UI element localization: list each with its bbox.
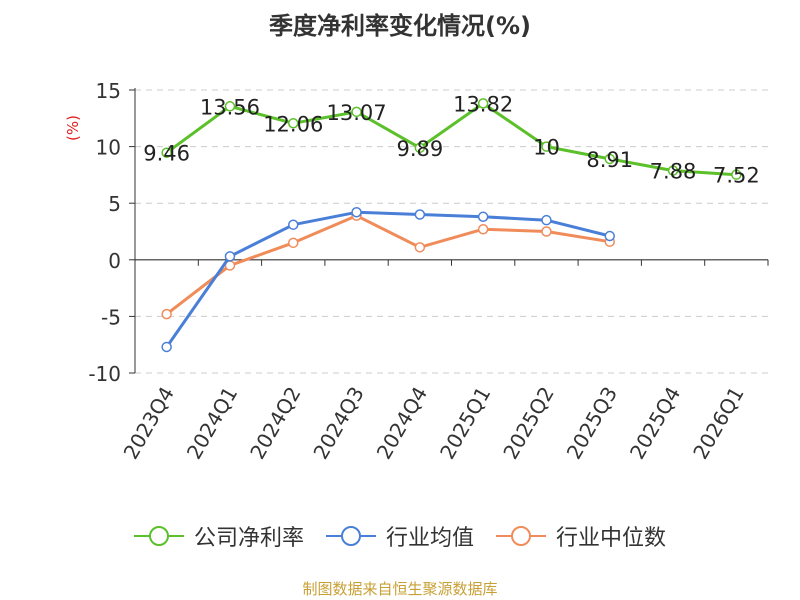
legend-item-industry-mean[interactable]: 行业均值 (325, 520, 474, 552)
x-tick-label: 2025Q2 (498, 383, 558, 464)
series-line-0 (165, 101, 737, 177)
x-tick-label: 2024Q4 (372, 383, 432, 464)
data-point (477, 98, 489, 109)
legend-item-company[interactable]: 公司净利率 (133, 520, 304, 552)
data-point (541, 141, 552, 152)
data-point (224, 251, 236, 262)
y-tick-label: 10 (96, 136, 121, 160)
legend-marker-industry-median (496, 526, 546, 546)
legend-item-industry-median[interactable]: 行业中位数 (496, 520, 666, 552)
x-tick-label: 2026Q1 (688, 383, 748, 464)
data-point (161, 147, 172, 158)
data-point (477, 223, 489, 235)
series-line-1 (165, 210, 611, 348)
data-label: 7.88 (650, 160, 697, 184)
data-point (351, 207, 362, 218)
y-axis-label: (%) (64, 115, 82, 141)
data-point (351, 106, 362, 118)
data-label: 10 (533, 136, 560, 160)
legend-label-company: 公司净利率 (193, 526, 304, 551)
data-point (161, 308, 172, 320)
data-label: 13.56 (200, 95, 260, 119)
legend-label-industry-mean: 行业均值 (385, 526, 474, 551)
x-tick-label: 2025Q3 (562, 383, 622, 464)
data-source-note: 制图数据来自恒生聚源数据库 (302, 580, 498, 598)
data-point (224, 101, 236, 112)
data-label: 12.06 (263, 112, 323, 136)
y-tick-label: -10 (88, 362, 121, 386)
y-tick-label: 15 (96, 79, 121, 103)
legend-marker-company (133, 526, 184, 546)
y-tick-label: 5 (108, 192, 121, 216)
series-line-2 (165, 214, 611, 316)
data-point (667, 165, 679, 176)
data-label: 9.89 (396, 137, 443, 161)
x-tick-label: 2023Q4 (119, 383, 179, 464)
data-point (161, 341, 172, 353)
data-point (288, 219, 299, 230)
data-point (288, 237, 299, 249)
data-point (477, 211, 489, 223)
y-tick-label: 0 (108, 249, 121, 273)
data-point (414, 142, 426, 154)
y-tick-label: -5 (101, 305, 121, 329)
data-label: 9.46 (143, 142, 190, 166)
data-point (541, 226, 552, 237)
data-point (414, 242, 426, 253)
data-point (604, 153, 615, 165)
x-tick-label: 2025Q4 (625, 383, 685, 464)
x-tick-label: 2025Q1 (435, 383, 495, 464)
data-label: 13.82 (453, 92, 513, 116)
legend-marker-industry-mean (325, 526, 376, 546)
data-point (604, 230, 615, 242)
data-point (731, 169, 742, 180)
data-label: 13.07 (326, 101, 386, 125)
data-point (541, 214, 552, 226)
data-point (414, 209, 426, 220)
legend: 公司净利率 行业均值 行业中位数 (0, 520, 800, 552)
data-point (288, 118, 299, 129)
x-tick-label: 2024Q2 (245, 383, 305, 464)
chart-title: 季度净利率变化情况(%) (269, 12, 531, 40)
data-label: 7.52 (713, 164, 760, 188)
x-tick-label: 2024Q3 (308, 383, 368, 464)
x-tick-label: 2024Q1 (182, 383, 242, 464)
legend-label-industry-median: 行业中位数 (556, 526, 667, 551)
data-label: 8.91 (586, 148, 633, 172)
